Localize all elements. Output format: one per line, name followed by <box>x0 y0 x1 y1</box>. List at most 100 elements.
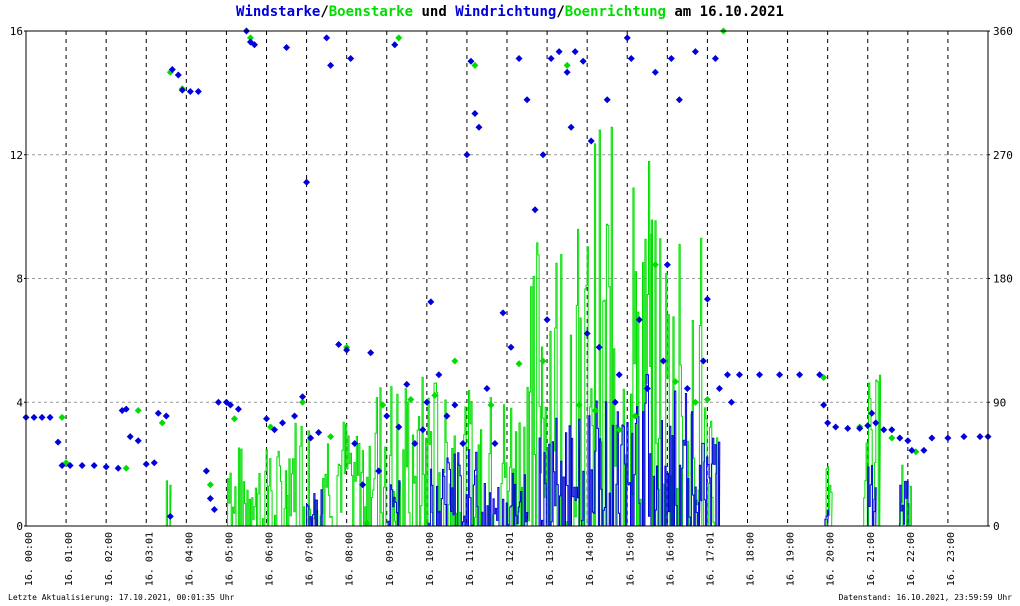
chart-title: Windstarke/Boenstarke und Windrichtung/B… <box>0 4 1020 20</box>
boenrichtung-point <box>888 434 896 442</box>
title-sep2: / <box>556 4 565 20</box>
boenrichtung-point <box>651 261 659 269</box>
windrichtung-point <box>727 398 735 406</box>
windrichtung-point <box>391 41 399 49</box>
windrichtung-point <box>150 459 158 467</box>
windrichtung-point <box>663 261 671 269</box>
windstarke-segment <box>306 489 325 527</box>
windrichtung-point <box>904 437 912 445</box>
x-tick-label: 16. 05:00 <box>224 532 235 586</box>
boenrichtung-point <box>563 61 571 69</box>
grid-layer <box>26 31 988 526</box>
x-tick-label: 16. 09:00 <box>385 532 396 586</box>
windrichtung-point <box>451 401 459 409</box>
x-tick-label: 16. 17:01 <box>705 532 716 586</box>
windrichtung-point <box>263 415 270 423</box>
windrichtung-point <box>226 401 234 409</box>
windrichtung-point <box>735 371 743 379</box>
windstarke-segment <box>486 472 529 527</box>
title-date: am 16.10.2021 <box>665 4 784 20</box>
windrichtung-point <box>271 426 279 434</box>
windrichtung-point <box>30 413 38 421</box>
boenrichtung-point <box>407 396 415 403</box>
windrichtung-point <box>567 123 575 131</box>
windrichtung-point <box>523 96 531 104</box>
y-left-tick-label: 4 <box>16 396 23 409</box>
windrichtung-point <box>471 110 479 117</box>
windrichtung-point <box>691 48 699 56</box>
x-tick-label: 16. 07:00 <box>305 532 316 586</box>
windrichtung-point <box>615 371 623 379</box>
windrichtung-point <box>174 71 182 79</box>
windrichtung-point <box>944 434 952 442</box>
y-right-tick-label: 360 <box>993 25 1013 38</box>
x-tick-label: 16. 06:00 <box>265 532 276 586</box>
windrichtung-point <box>122 405 130 413</box>
windrichtung-point <box>543 316 551 324</box>
x-tick-label: 16. 19:00 <box>786 532 797 586</box>
y-left-tick-label: 12 <box>10 149 23 162</box>
windrichtung-point <box>623 34 631 42</box>
windrichtung-point <box>375 467 383 475</box>
boenstarke-segment <box>650 219 705 527</box>
windrichtung-point <box>683 385 691 392</box>
windrichtung-point <box>343 346 351 354</box>
windrichtung-point <box>250 41 258 49</box>
boenrichtung-point <box>58 413 66 421</box>
boenrichtung-point <box>379 401 387 409</box>
y-left-tick-label: 8 <box>16 273 23 286</box>
windrichtung-point <box>868 409 876 417</box>
boenrichtung-point <box>671 378 679 386</box>
y-right-tick-label: 180 <box>993 273 1013 286</box>
boenrichtung-point <box>299 398 307 406</box>
windrichtung-point <box>920 446 928 454</box>
x-tick-label: 16. 02:00 <box>104 532 115 586</box>
y-right-tick-label: 0 <box>993 520 1000 533</box>
windrichtung-point <box>210 506 218 513</box>
windrichtung-point <box>102 463 110 471</box>
windrichtung-point <box>283 44 291 51</box>
x-tick-label: 16. 04:00 <box>184 532 195 586</box>
windrichtung-point <box>776 371 784 379</box>
windrichtung-point <box>162 412 170 420</box>
windrichtung-point <box>315 429 323 436</box>
x-tick-label: 16. 23:00 <box>946 532 957 586</box>
windrichtung-point <box>299 393 307 401</box>
x-tick-label: 16. 21:00 <box>866 532 877 586</box>
x-tick-label: 16. 12:01 <box>505 532 516 586</box>
windrichtung-point <box>507 343 515 351</box>
windrichtung-point <box>583 330 591 337</box>
windrichtung-point <box>186 88 194 95</box>
x-tick-label: 16. 20:00 <box>826 532 837 586</box>
boenrichtung-point <box>122 464 130 472</box>
windrichtung-point <box>395 423 403 431</box>
windrichtung-point <box>423 398 431 406</box>
windrichtung-point <box>134 437 142 445</box>
boenrichtung-point <box>363 519 371 527</box>
windrichtung-point <box>880 426 888 434</box>
title-boenrichtung: Boenrichtung <box>564 4 666 20</box>
windrichtung-point <box>703 295 711 303</box>
windrichtung-point <box>579 57 587 65</box>
windrichtung-point <box>383 412 391 420</box>
title-und: und <box>413 4 456 20</box>
windrichtung-point <box>279 419 287 427</box>
windrichtung-point <box>856 424 864 432</box>
boenrichtung-point <box>591 407 599 414</box>
windrichtung-point <box>475 123 483 131</box>
boenstarke-segment <box>702 407 721 527</box>
windrichtung-point <box>711 55 719 62</box>
windrichtung-point <box>467 57 475 65</box>
boenrichtung-point <box>246 34 254 42</box>
windrichtung-point <box>66 462 74 469</box>
y-right-tick-label: 270 <box>993 149 1013 162</box>
windrichtung-point <box>347 55 355 62</box>
boenrichtung-point <box>515 360 523 368</box>
windrichtung-point <box>699 357 707 365</box>
windrichtung-point <box>563 68 571 76</box>
windrichtung-point <box>675 96 683 104</box>
boenrichtung-point <box>487 401 495 409</box>
windrichtung-point <box>411 440 419 447</box>
boenrichtung-point <box>615 426 623 434</box>
